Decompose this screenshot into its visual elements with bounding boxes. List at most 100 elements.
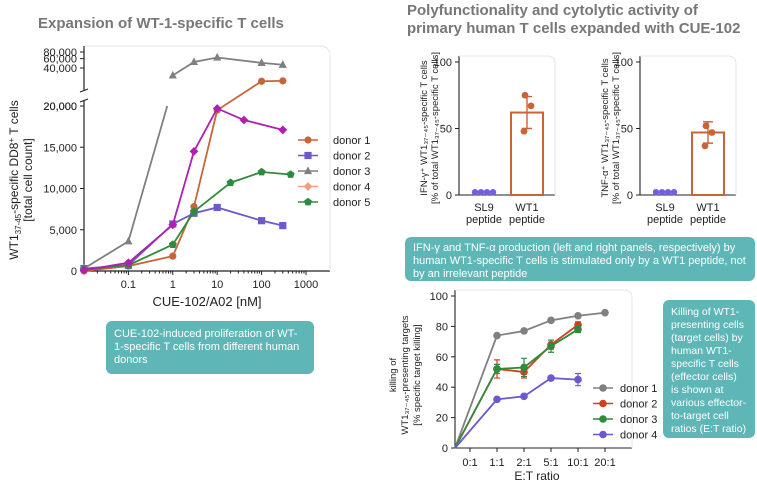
x-tick-label: 2:1 <box>516 457 531 469</box>
y-tick-label: 40,000 <box>43 63 77 75</box>
sl9-point <box>477 188 485 196</box>
legend-marker <box>304 136 312 144</box>
series-line-donor-3 <box>172 56 283 77</box>
y-tick-label: 100 <box>434 57 452 69</box>
y-tick-label: 60,000 <box>43 54 77 66</box>
x-tick-label: 100 <box>252 279 270 291</box>
kill-point <box>547 374 555 382</box>
data-point <box>169 252 177 260</box>
x-tick-label: 1000 <box>294 279 318 291</box>
y-tick-label: 20,000 <box>43 101 77 113</box>
kill-series-line <box>454 324 579 449</box>
legend-label: donor 2 <box>333 151 370 163</box>
y-axis-subtitle: [% of total WT1₃₇₋₄₅-specific T cells] <box>611 52 622 204</box>
x-tick-label: 10 <box>211 279 223 291</box>
y-axis-subtitle: [total cell count] <box>21 138 35 221</box>
series-line-donor-1 <box>83 79 283 272</box>
data-point <box>226 178 235 187</box>
y-tick-label: 15,000 <box>43 142 77 154</box>
right-heading-line1: Polyfunctionality and cytolytic activity… <box>407 2 698 19</box>
y-tick-label: 20 <box>436 413 448 425</box>
legend-marker <box>303 182 313 191</box>
category-label: SL9 <box>655 202 675 214</box>
sl9-point <box>489 188 497 196</box>
axis-break-marks <box>79 88 89 103</box>
kill-point <box>601 308 609 317</box>
legend-label: donor 1 <box>620 383 657 395</box>
category-label: peptide <box>647 214 683 226</box>
legend-label: donor 2 <box>620 399 657 411</box>
series-line-unnamed <box>83 107 284 272</box>
y-tick-label: 10,000 <box>43 184 77 196</box>
data-point <box>279 222 287 230</box>
y-tick-label: 20,000 <box>43 101 77 113</box>
x-tick-label: 1:1 <box>489 457 504 469</box>
category-label: WT1 <box>696 202 719 214</box>
data-point <box>213 203 221 212</box>
bar-axes-tnf <box>639 56 736 196</box>
data-point <box>190 203 198 211</box>
data-point <box>257 58 266 66</box>
data-point <box>278 125 288 135</box>
data-point <box>168 220 178 230</box>
bar-border-ifn <box>459 55 556 195</box>
data-point <box>278 60 287 68</box>
y-tick-label: 0 <box>71 266 77 278</box>
y-axis-title: WT137-45-specific DD8+ T cells <box>7 100 23 259</box>
x-tick-label: 0.1 <box>121 279 136 291</box>
y-tick-label: 80 <box>436 321 448 333</box>
x-axis-title: CUE-102/A02 [nM] <box>152 294 261 309</box>
data-point <box>257 167 266 176</box>
category-label: peptide <box>509 214 545 226</box>
kill-point <box>574 325 582 334</box>
data-point <box>124 258 133 268</box>
right-heading: Polyfunctionality and cytolytic activity… <box>407 2 740 38</box>
data-point <box>189 57 199 66</box>
kill-series-line <box>454 328 579 449</box>
y-axis-title: killing of <box>388 357 399 392</box>
sl9-point <box>471 188 479 196</box>
category-label: peptide <box>690 214 726 226</box>
data-point <box>213 52 222 61</box>
sl9-point <box>664 188 672 196</box>
data-point <box>258 77 266 85</box>
x-tick-label: 5:1 <box>543 457 558 469</box>
kill-point <box>574 375 582 384</box>
kill-point <box>547 342 555 350</box>
expansion-callout: CUE-102-induced proliferation of WT-1-sp… <box>106 321 314 374</box>
y-tick-label: 0 <box>627 190 633 202</box>
y-axis-title: IFN-γ⁺ WT1₃₇₋₄₅-specific T cells <box>419 60 430 196</box>
y-tick-label: 0 <box>442 443 448 455</box>
legend-marker <box>599 399 607 408</box>
sl9-point <box>483 188 491 196</box>
legend-label: donor 3 <box>333 166 370 178</box>
category-label: SL9 <box>474 202 494 214</box>
legend-marker <box>599 415 607 423</box>
legend-marker <box>303 166 313 175</box>
series-line-donor-2 <box>83 206 283 270</box>
x-tick-label: 10:1 <box>567 457 588 469</box>
data-point <box>124 236 133 245</box>
y-axis-subtitle: [% specific target killing] <box>412 324 423 425</box>
wt1-point <box>708 129 716 136</box>
legend-label: donor 1 <box>333 135 370 147</box>
bar-axes-ifn <box>458 56 555 196</box>
category-label: WT1 <box>515 202 538 214</box>
sl9-point <box>658 188 666 196</box>
x-tick-label: 1 <box>170 279 176 291</box>
legend-marker <box>599 384 607 392</box>
legend-label: donor 4 <box>333 182 370 194</box>
y-axis-title-2: WT1₃₇₋₄₅-presenting targets <box>400 315 411 434</box>
y-tick-label: 80,000 <box>43 47 77 59</box>
data-point <box>168 70 177 79</box>
kill-point <box>520 327 528 335</box>
y-tick-label: 100 <box>430 291 448 303</box>
y-axis-title: TNF-α⁺ WT1₃₇₋₄₅-specific T cells <box>600 58 611 198</box>
kill-point <box>520 363 528 372</box>
data-point <box>189 207 198 215</box>
y-tick-label: 0 <box>446 190 452 202</box>
y-axis-subtitle: [% of total WT1₃₇₋₄₅-specific T cells] <box>430 52 441 204</box>
data-point <box>189 146 199 156</box>
kill-border <box>455 289 633 448</box>
